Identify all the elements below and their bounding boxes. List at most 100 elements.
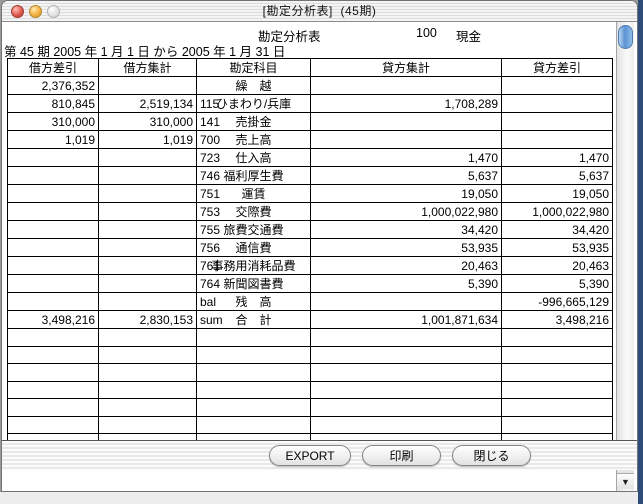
account-name: 現金 — [456, 30, 482, 44]
cell-credit-total — [310, 76, 502, 95]
cell-account: bal 残 高 — [196, 292, 311, 311]
period-line: 第 45 期 2005 年 1 月 1 日 から 2005 年 1 月 31 日 — [4, 45, 286, 59]
table-row: 2,376,352 繰 越 — [7, 76, 613, 95]
cell-credit-total — [310, 112, 502, 131]
cell-debit-total — [98, 363, 197, 382]
cell-account: 751 運賃 — [196, 184, 311, 203]
empty-table-row — [7, 398, 613, 417]
table-row: 810,845 2,519,134 115 ひまわり/兵庫 1,708,289 — [7, 94, 613, 113]
account-code-value: 746 — [200, 168, 221, 183]
cell-account — [196, 398, 311, 417]
cell-debit-diff — [7, 202, 99, 221]
cell-debit-total — [98, 238, 197, 257]
empty-table-row — [7, 328, 613, 347]
cell-credit-diff — [501, 363, 613, 382]
account-name-value: 繰 越 — [235, 79, 272, 93]
empty-table-row — [7, 345, 613, 364]
cell-account: 723 仕入高 — [196, 148, 311, 167]
table-row: 761 事務用消耗品費 20,463 20,463 — [7, 256, 613, 275]
cell-debit-diff — [7, 166, 99, 185]
account-name-value: 福利厚生費 — [223, 169, 284, 183]
cell-credit-total — [310, 363, 502, 382]
cell-credit-diff — [501, 328, 613, 347]
cell-debit-diff — [7, 398, 99, 417]
empty-table-row — [7, 415, 613, 434]
cell-account — [196, 380, 311, 399]
window-title: [勘定分析表] (45期) — [262, 4, 377, 18]
cell-account: 753 交際費 — [196, 202, 311, 221]
empty-table-row — [7, 380, 613, 399]
cell-debit-total — [98, 380, 197, 399]
account-code-value: 141 — [200, 114, 221, 129]
cell-credit-diff: 20,463 — [501, 256, 613, 275]
cell-debit-total: 1,019 — [98, 130, 197, 149]
analysis-table-wrapper: 借方差引 借方集計 勘定科目 貸方集計 貸方差引 2,376,352 繰 越 810… — [7, 58, 613, 462]
cell-credit-diff: 34,420 — [501, 220, 613, 239]
cell-credit-diff — [501, 380, 613, 399]
cell-credit-diff: 1,000,022,980 — [501, 202, 613, 221]
account-code-value: 756 — [200, 240, 221, 255]
cell-debit-total — [98, 398, 197, 417]
account-code-value: 755 — [200, 222, 221, 237]
cell-credit-total: 1,000,022,980 — [310, 202, 502, 221]
cell-debit-total — [98, 415, 197, 434]
scrollbar-thumb[interactable] — [618, 25, 633, 49]
column-header-debit-total: 借方集計 — [98, 58, 197, 77]
cell-credit-total: 19,050 — [310, 184, 502, 203]
cell-credit-total: 20,463 — [310, 256, 502, 275]
cell-credit-total — [310, 345, 502, 364]
account-code: 100 — [416, 26, 437, 40]
scroll-down-icon[interactable]: ▼ — [617, 473, 634, 489]
cell-debit-diff — [7, 415, 99, 434]
cell-debit-total: 2,830,153 — [98, 310, 197, 329]
cell-debit-total: 310,000 — [98, 112, 197, 131]
table-row: 310,000 310,000 141 売掛金 — [7, 112, 613, 131]
cell-debit-diff — [7, 148, 99, 167]
cell-debit-diff — [7, 363, 99, 382]
vertical-scrollbar[interactable]: ▲ ▼ — [616, 22, 634, 491]
title-bar[interactable]: [勘定分析表] (45期) — [2, 1, 637, 22]
account-name-value: 通信費 — [235, 241, 272, 255]
account-code-value: 764 — [200, 276, 221, 291]
cell-account — [196, 363, 311, 382]
cell-debit-diff: 3,498,216 — [7, 310, 99, 329]
account-code-value: bal — [200, 294, 217, 309]
account-name-value: 新聞図書費 — [223, 277, 284, 291]
minimize-window-icon[interactable] — [29, 5, 42, 18]
cell-debit-diff — [7, 292, 99, 311]
close-button[interactable]: 閉じる — [452, 445, 531, 466]
export-button[interactable]: EXPORT — [269, 445, 351, 466]
cell-credit-diff — [501, 130, 613, 149]
cell-account: 746 福利厚生費 — [196, 166, 311, 185]
cell-credit-total — [310, 380, 502, 399]
cell-debit-diff — [7, 256, 99, 275]
cell-credit-total — [310, 292, 502, 311]
cell-debit-diff: 2,376,352 — [7, 76, 99, 95]
close-window-icon[interactable] — [11, 5, 24, 18]
cell-debit-total — [98, 166, 197, 185]
print-button[interactable]: 印刷 — [362, 445, 441, 466]
cell-debit-diff — [7, 184, 99, 203]
cell-debit-total — [98, 220, 197, 239]
table-row: 1,019 1,019 700 売上高 — [7, 130, 613, 149]
cell-account: 764 新聞図書費 — [196, 274, 311, 293]
cell-account: 繰 越 — [196, 76, 311, 95]
cell-debit-total — [98, 202, 197, 221]
cell-account — [196, 345, 311, 364]
analysis-table: 借方差引 借方集計 勘定科目 貸方集計 貸方差引 2,376,352 繰 越 810… — [7, 58, 613, 452]
cell-debit-total — [98, 328, 197, 347]
cell-credit-total — [310, 415, 502, 434]
cell-credit-total: 5,390 — [310, 274, 502, 293]
column-header-credit-diff: 貸方差引 — [501, 58, 613, 77]
cell-account: 141 売掛金 — [196, 112, 311, 131]
account-name-value: 仕入高 — [235, 151, 272, 165]
cell-credit-total — [310, 398, 502, 417]
cell-debit-diff: 810,845 — [7, 94, 99, 113]
cell-account: sum 合 計 — [196, 310, 311, 329]
column-header-account: 勘定科目 — [196, 58, 311, 77]
zoom-window-icon[interactable] — [47, 5, 60, 18]
cell-credit-total — [310, 130, 502, 149]
analysis-table-body: 2,376,352 繰 越 810,845 2,519,134 115 ひまわり/兵庫 1,… — [7, 76, 613, 452]
cell-debit-total: 2,519,134 — [98, 94, 197, 113]
footer-bar: EXPORT 印刷 閉じる — [2, 440, 637, 470]
